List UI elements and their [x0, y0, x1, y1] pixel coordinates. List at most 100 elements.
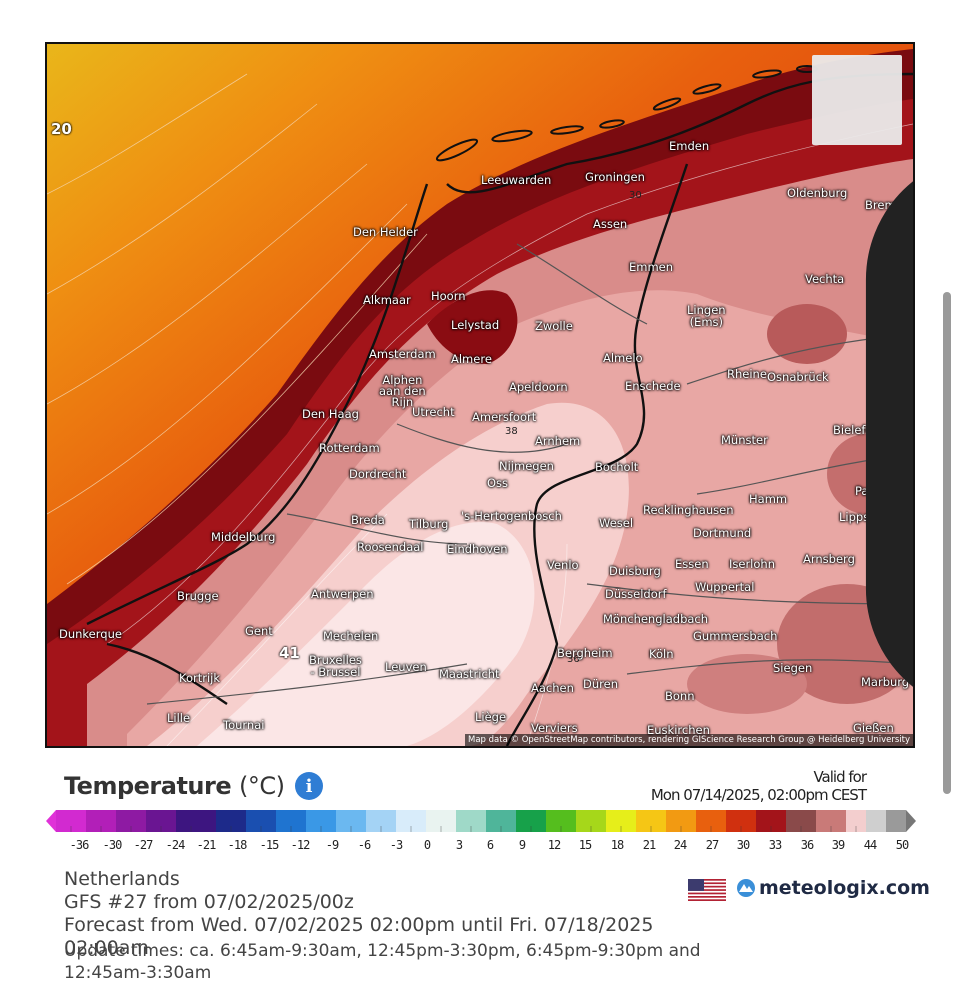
scrollbar[interactable]	[943, 292, 951, 794]
city-label: Alkmaar	[363, 293, 411, 307]
scale-label: -24	[165, 838, 186, 852]
city-label: Alphen aan den Rijn	[379, 373, 426, 409]
scale-label: 36	[800, 838, 814, 852]
scale-label: 30	[736, 838, 750, 852]
city-label: Eindhoven	[447, 542, 508, 556]
city-label: Gummersbach	[693, 629, 778, 643]
share-button[interactable]	[812, 55, 913, 687]
city-label: Maastricht	[439, 667, 500, 681]
city-label: Antwerpen	[311, 587, 374, 601]
city-label: Rotterdam	[319, 441, 380, 455]
scale-label: 18	[610, 838, 624, 852]
city-label: Nijmegen	[499, 459, 554, 473]
scale-label: -9	[325, 838, 339, 852]
city-label: Gent	[245, 624, 273, 638]
city-label: Emden	[669, 139, 710, 153]
city-label: Assen	[593, 217, 628, 231]
city-label: Lelystad	[451, 318, 500, 332]
forecast-range: Forecast from Wed. 07/02/2025 02:00pm un…	[64, 914, 654, 936]
scale-label: 33	[768, 838, 782, 852]
city-label: Breda	[351, 513, 385, 527]
valid-for-label: Valid for	[813, 768, 867, 786]
city-label: Tilburg	[409, 517, 449, 531]
city-label: Düsseldorf	[605, 587, 667, 601]
city-label: Lingen (Ems)	[687, 303, 726, 329]
model-run: GFS #27 from 07/02/2025/00z	[64, 891, 354, 913]
city-label: Bonn	[665, 689, 695, 703]
city-label: Osnabrück	[767, 370, 829, 384]
scale-label: -3	[389, 838, 403, 852]
city-label: Bergheim	[557, 646, 613, 660]
city-label: Almelo	[603, 351, 643, 365]
city-label: Euskirchen	[647, 723, 710, 737]
scale-label: 50	[895, 838, 909, 852]
city-label: Arnhem	[535, 434, 581, 448]
scale-label: -6	[357, 838, 371, 852]
city-label: Hamm	[749, 492, 788, 506]
city-label: Aachen	[531, 681, 574, 695]
scale-label: 39	[831, 838, 845, 852]
city-label: Dunkerque	[59, 627, 122, 641]
region-name: Netherlands	[64, 868, 180, 890]
city-label: Kortrijk	[179, 671, 221, 685]
temp-mark-41: 41	[279, 644, 300, 662]
city-label: Iserlohn	[729, 557, 775, 571]
city-label: Mönchengladbach	[603, 612, 709, 626]
city-label: 's-Hertogenbosch	[461, 509, 562, 523]
scale-label: 9	[518, 838, 526, 852]
legend-unit: (°C)	[239, 772, 285, 800]
city-label: Verviers	[531, 721, 578, 735]
city-label: Düren	[583, 677, 618, 691]
scale-label: 12	[547, 838, 561, 852]
city-label: Venlo	[547, 558, 579, 572]
city-label: Dordrecht	[349, 467, 407, 481]
city-label: Gießen	[853, 721, 894, 735]
scale-label: 21	[642, 838, 656, 852]
city-label: Almere	[451, 352, 492, 366]
scale-label: 44	[863, 838, 877, 852]
city-label: Zwolle	[535, 319, 573, 333]
us-flag-icon[interactable]	[688, 879, 726, 901]
city-label: Roosendaal	[357, 540, 424, 554]
forecast-map[interactable]: 20 41 38 30 36 Emden Leeuwarden Groninge…	[45, 42, 915, 748]
city-label: Münster	[721, 433, 768, 447]
city-label: Oldenburg	[787, 186, 848, 200]
city-label: Den Helder	[353, 225, 418, 239]
city-label: Middelburg	[211, 530, 276, 544]
scale-label: 6	[486, 838, 494, 852]
city-label: Amsterdam	[369, 347, 436, 361]
city-label: Emmen	[629, 260, 674, 274]
city-label: Brugge	[177, 589, 219, 603]
temperature-field	[47, 44, 913, 746]
city-label: Marburg	[861, 675, 910, 689]
city-label: Leuven	[385, 660, 427, 674]
forecast-range-cont: 02:00am	[64, 937, 149, 959]
info-icon[interactable]: i	[295, 772, 323, 800]
scale-label: -27	[133, 838, 154, 852]
city-label: Rheine	[727, 367, 767, 381]
city-label: Köln	[649, 647, 674, 661]
city-label: Vechta	[805, 272, 845, 286]
city-label: Bocholt	[595, 460, 639, 474]
scale-label: 15	[578, 838, 592, 852]
scale-label: 0	[423, 838, 431, 852]
temp-mark-36: 36	[567, 654, 580, 665]
brand-name: meteologix.com	[759, 877, 930, 899]
color-scale	[46, 810, 916, 832]
scale-label: -18	[227, 838, 248, 852]
legend-title: Temperature (°C)	[64, 772, 285, 800]
city-label: Apeldoorn	[509, 380, 568, 394]
city-label: Recklinghausen	[643, 503, 734, 517]
temp-mark-30: 30	[629, 190, 642, 201]
scale-label: 27	[705, 838, 719, 852]
map-attribution: Map data © OpenStreetMap contributors, r…	[465, 734, 913, 746]
city-label: Tournai	[223, 718, 265, 732]
city-label: Lille	[167, 711, 191, 725]
city-label: Enschede	[625, 379, 681, 393]
city-label: Siegen	[773, 661, 813, 675]
scale-label: 3	[455, 838, 463, 852]
meteologix-logo[interactable]: meteologix.com	[736, 877, 930, 899]
valid-for-value: Mon 07/14/2025, 02:00pm CEST	[650, 786, 867, 804]
city-label: Mechelen	[323, 629, 379, 643]
city-label: Oss	[487, 476, 509, 490]
